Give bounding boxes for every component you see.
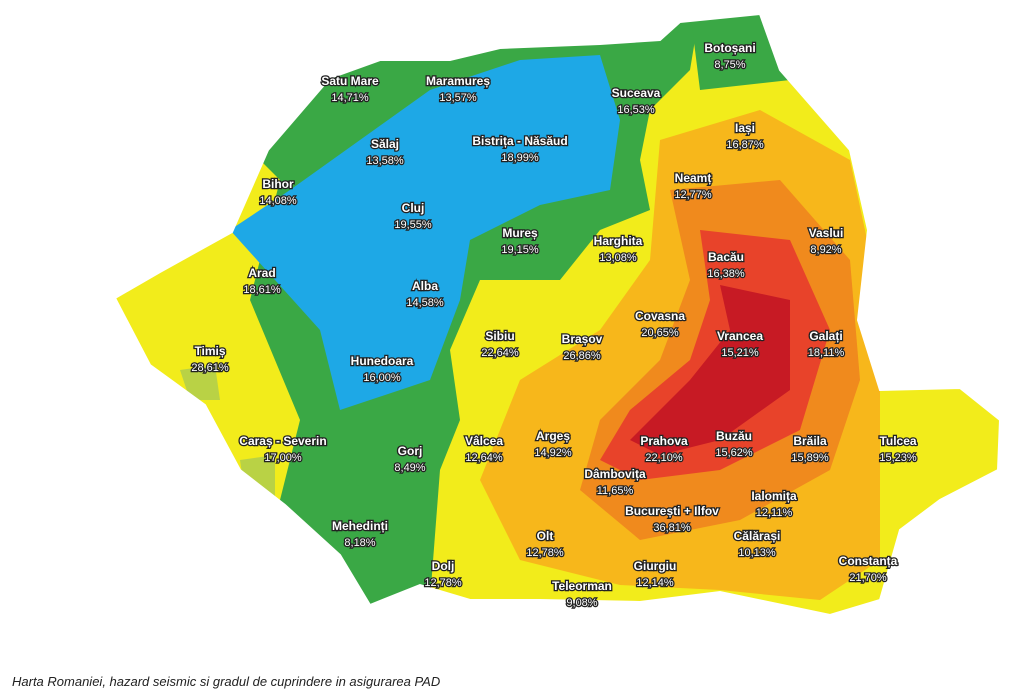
county-share: 19,15% [501,244,539,256]
county-share: 13,08% [599,252,637,264]
county-name: Teleorman [552,579,612,593]
county-share: 18,99% [501,152,539,164]
county-share: 13,58% [366,155,404,167]
county-share: 15,21% [721,347,759,359]
county-share: 14,58% [406,297,444,309]
county-name: Iași [735,121,755,135]
county-labels: Satu Mare 14,71% Maramureș 13,57% Botoșani 8,… [190,40,918,610]
county-share: 8,92% [810,244,841,256]
county-name: Ialomița [751,489,797,503]
county-share: 11,65% [597,485,634,497]
county-name: Cluj [402,201,425,215]
county-name: Vâlcea [465,434,503,448]
county-share: 12,78% [424,577,462,589]
county-name: Covasna [635,309,685,323]
county-name: Caraș - Severin [239,434,326,448]
county-share: 15,89% [791,452,829,464]
county-share: 16,87% [726,139,764,151]
county-share: 12,77% [674,189,712,201]
county-name: Brașov [562,332,603,346]
county-name: Olt [537,529,554,543]
county-name: Suceava [612,86,661,100]
county-name: Botoșani [704,41,755,55]
county-share: 21,70% [849,572,887,584]
county-name: Giurgiu [634,559,677,573]
county-share: 8,49% [394,462,425,474]
county-share: 12,64% [465,452,503,464]
county-name: Bacău [708,250,744,264]
county-name: Sibiu [485,329,514,343]
county-share: 15,23% [879,452,917,464]
county-name: Alba [412,279,438,293]
country-border [113,12,1002,617]
county-name: Mehedinți [332,519,388,533]
county-share: 18,61% [243,284,281,296]
county-share: 22,64% [481,347,519,359]
county-name: Dolj [432,559,455,573]
county-share: 10,13% [738,547,776,559]
county-share: 12,11% [756,507,793,519]
county-name: Satu Mare [321,74,379,88]
county-share: 14,71% [331,92,369,104]
county-share: 26,86% [563,350,601,362]
county-name: Neamț [675,171,712,185]
county-name: Timiș [194,344,225,358]
county-name: Buzău [716,429,752,443]
county-share: 12,14% [636,577,674,589]
county-share: 14,92% [534,447,572,459]
county-share: 17,00% [264,452,302,464]
county-share: 15,62% [715,447,753,459]
county-name: Argeș [536,429,570,443]
county-name: Prahova [640,434,688,448]
county-name: Dâmbovița [584,467,646,481]
county-name: Hunedoara [351,354,414,368]
county-share: 8,75% [714,59,745,71]
county-share: 9,08% [566,597,597,609]
county-share: 28,61% [191,362,229,374]
county-share: 16,00% [363,372,401,384]
county-name: Tulcea [879,434,916,448]
caption: Harta Romaniei, hazard seismic si gradul… [12,674,441,689]
county-share: 16,38% [707,268,745,280]
county-name: Constanța [839,554,898,568]
county-name: Galați [809,329,842,343]
county-name: Vrancea [717,329,763,343]
county-share: 36,81% [653,522,691,534]
county-share: 12,78% [526,547,564,559]
county-name: Brăila [793,434,827,448]
county-share: 13,57% [439,92,477,104]
county-share: 8,18% [344,537,375,549]
county-share: 19,55% [394,219,432,231]
county-name: Călărași [734,529,781,543]
county-name: București + Ilfov [625,504,719,518]
county-name: Maramureș [426,74,490,88]
county-share: 22,10% [645,452,683,464]
county-name: Vaslui [809,226,844,240]
county-name: Arad [248,266,275,280]
county-name: Mureș [502,226,538,240]
seismic-map: Satu Mare 14,71% Maramureș 13,57% Botoșani 8,… [113,12,1002,617]
county-name: Gorj [398,444,423,458]
county-share: 16,53% [617,104,655,116]
county-name: Bihor [262,177,294,191]
county-name: Harghita [594,234,643,248]
county-share: 18,11% [808,347,845,359]
county-name: Bistrița - Năsăud [472,134,567,148]
county-name: Sălaj [371,137,399,151]
county-share: 20,65% [641,327,679,339]
county-share: 14,08% [259,195,297,207]
